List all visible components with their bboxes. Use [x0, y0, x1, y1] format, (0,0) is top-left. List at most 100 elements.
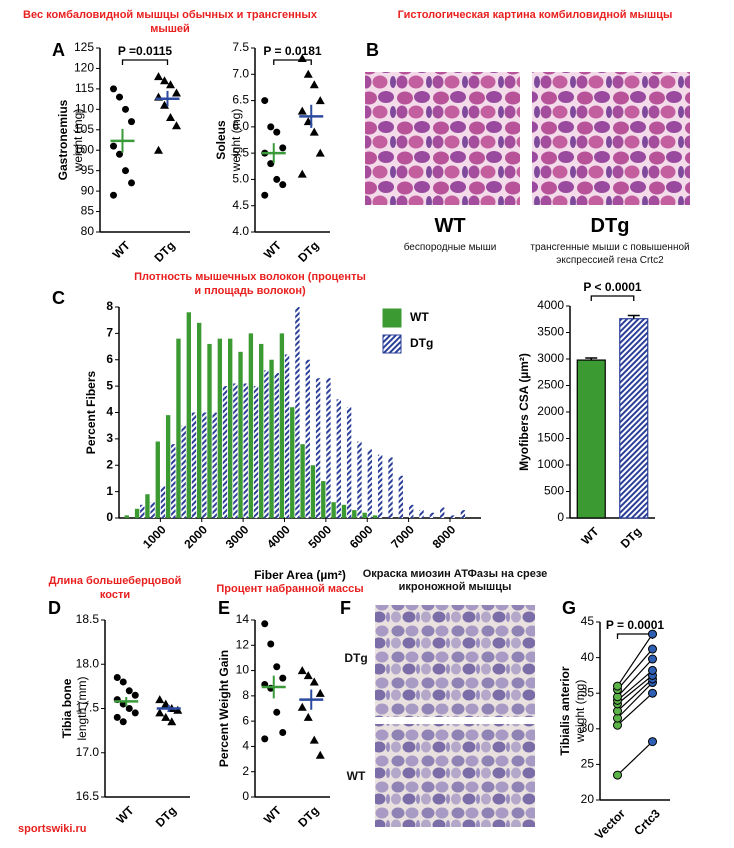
x-tick-label: DTg	[153, 803, 179, 829]
bar	[450, 515, 455, 518]
bar	[367, 449, 372, 518]
point	[648, 654, 657, 664]
pair-line	[617, 678, 653, 712]
point	[154, 145, 163, 154]
y-tick-label: 0	[106, 510, 113, 524]
point	[315, 148, 325, 157]
panel-letter: F	[340, 598, 351, 618]
bar	[243, 383, 248, 518]
bar	[419, 510, 424, 518]
y-tick-label: 2	[242, 764, 249, 778]
y-tick-label: 2500	[537, 378, 564, 392]
y-tick-label: 3500	[537, 325, 564, 339]
y-tick-label: 125	[74, 40, 94, 54]
y-tick-label: 16.5	[76, 789, 100, 803]
bar	[372, 515, 378, 518]
y-tick-label: 18.5	[76, 612, 100, 626]
y-tick-label: 90	[81, 183, 95, 197]
bar	[321, 481, 326, 518]
y-tick-label: 4.0	[232, 224, 249, 238]
bar	[357, 441, 362, 518]
source: sportswiki.ru	[18, 823, 87, 835]
bar	[217, 338, 223, 518]
bar	[305, 359, 310, 518]
point	[261, 97, 269, 105]
y-axis-label: weight (mg)	[229, 109, 243, 173]
bar	[165, 415, 171, 518]
y-tick-label: 0	[557, 510, 564, 524]
point	[125, 705, 133, 712]
pair-line	[617, 692, 653, 726]
y-tick-label: 40	[581, 650, 595, 664]
y-tick-label: 7	[106, 326, 113, 340]
bar	[176, 338, 181, 518]
point	[267, 123, 275, 131]
y-tick-label: 95	[81, 163, 95, 177]
point	[613, 770, 622, 780]
section-label: WT	[346, 769, 366, 783]
panel-letter: A	[52, 40, 65, 60]
y-tick-label: 7.0	[232, 66, 249, 80]
bar	[429, 512, 435, 518]
point	[279, 729, 287, 737]
point	[273, 128, 281, 136]
x-tick-label: DTg	[618, 524, 644, 550]
group-desc: трансгенные мыши с повышенной экспрессие…	[530, 242, 690, 266]
bar	[202, 412, 207, 518]
point	[648, 665, 657, 675]
y-tick-label: 500	[544, 484, 564, 498]
point	[267, 160, 275, 168]
y-tick-label: 100	[74, 142, 94, 156]
point	[279, 181, 287, 189]
point	[297, 106, 307, 115]
error-bar	[627, 314, 640, 319]
point	[648, 644, 657, 654]
pair-line	[617, 741, 653, 776]
y-tick-label: 110	[75, 102, 94, 116]
x-tick-label: 8000	[430, 522, 459, 551]
bar	[207, 343, 212, 518]
bar	[134, 508, 140, 518]
caption: Длина большеберцовой кости	[48, 575, 182, 601]
point	[113, 713, 121, 721]
y-tick-label: 35	[581, 685, 595, 699]
y-tick-label: 1	[106, 484, 113, 498]
pair-line	[617, 658, 653, 698]
bar	[576, 359, 606, 519]
x-tick-label: DTg	[295, 238, 321, 264]
point	[648, 737, 657, 747]
point	[309, 735, 319, 744]
bar	[186, 312, 191, 518]
y-tick-label: 4000	[537, 298, 564, 312]
point	[110, 142, 117, 150]
panel-letter: G	[562, 598, 577, 618]
bar	[341, 504, 347, 518]
y-axis-label: weight (mg)	[71, 109, 85, 173]
legend-swatch	[382, 308, 402, 328]
y-tick-label: 3	[106, 431, 113, 445]
bar	[150, 502, 155, 518]
y-tick-label: 30	[581, 721, 595, 735]
bar	[171, 444, 176, 518]
point	[303, 69, 313, 78]
point	[172, 88, 181, 97]
bar	[145, 494, 150, 518]
x-tick-label: 2000	[181, 522, 210, 551]
point	[303, 712, 313, 721]
p-value: P = 0.0001	[606, 618, 664, 632]
atpase-dtg	[375, 605, 535, 717]
point	[110, 85, 117, 93]
point	[128, 179, 135, 187]
bar	[619, 318, 649, 519]
bar	[222, 386, 228, 518]
bar	[228, 338, 233, 518]
point	[131, 691, 139, 699]
x-tick-label: DTg	[151, 238, 177, 264]
bar	[440, 507, 445, 518]
bar	[295, 307, 300, 518]
section-label: DTg	[344, 651, 368, 665]
y-tick-label: 6	[106, 352, 113, 366]
p-bracket	[616, 633, 654, 639]
legend-label: WT	[410, 310, 429, 324]
y-tick-label: 2	[106, 457, 113, 471]
